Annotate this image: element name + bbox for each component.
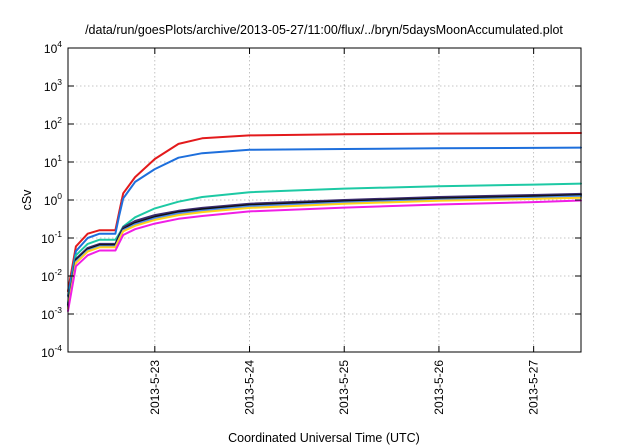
y-tick-label: 101 [44, 153, 62, 170]
series-line-8 [67, 199, 582, 312]
chart-title: /data/run/goesPlots/archive/2013-05-27/1… [85, 23, 563, 37]
plot-series [67, 132, 582, 312]
series-line-2 [67, 146, 582, 297]
y-tick-label: 10-4 [41, 343, 62, 360]
series-line-3 [67, 182, 582, 304]
x-tick-label: 2013-5-23 [148, 360, 162, 415]
x-tick-label: 2013-5-24 [243, 360, 257, 415]
series-line-4 [67, 192, 582, 306]
y-axis-label: cSv [20, 189, 34, 211]
y-tick-label: 10-2 [41, 267, 62, 284]
series-line-5 [67, 194, 582, 308]
series-line-7 [67, 196, 582, 310]
ticks: 10-4 10-3 10-2 10-1 100 101 102 103 104 2013-5-23… [41, 39, 581, 415]
x-tick-label: 2013-5-25 [337, 360, 351, 415]
y-tick-label: 10-1 [41, 229, 62, 246]
x-tick-label: 2013-5-27 [527, 360, 541, 415]
y-tick-label: 104 [44, 39, 62, 56]
series-line-1 [67, 132, 582, 293]
y-tick-label: 103 [44, 77, 62, 94]
y-tick-label: 100 [44, 191, 62, 208]
y-tick-label: 102 [44, 115, 62, 132]
x-axis-label: Coordinated Universal Time (UTC) [228, 431, 420, 445]
x-tick-label: 2013-5-26 [432, 360, 446, 415]
y-tick-label: 10-3 [41, 305, 62, 322]
